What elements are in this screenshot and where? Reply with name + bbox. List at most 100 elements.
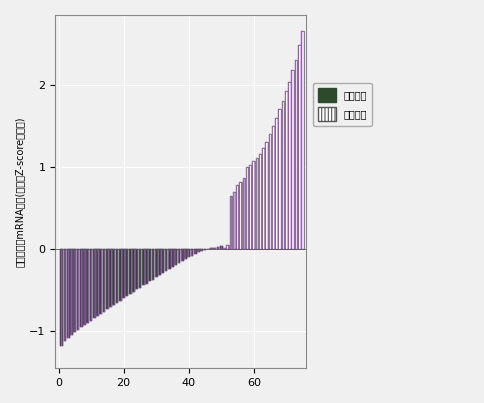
Bar [287,82,290,249]
Bar [73,249,76,332]
Bar [125,249,128,296]
Bar [174,249,177,265]
Bar [219,246,222,249]
Bar [236,185,239,249]
Bar [242,179,245,249]
Bar [119,249,121,301]
Bar [210,248,212,249]
Bar [194,249,196,254]
Bar [63,249,66,341]
Bar [70,249,73,334]
Bar [141,249,144,285]
Bar [297,46,300,249]
Bar [60,249,63,346]
Bar [96,249,99,316]
Bar [245,167,248,249]
Bar [216,247,219,249]
Bar [135,249,138,289]
Bar [83,249,86,325]
Bar [190,249,193,256]
Bar [86,249,89,323]
Bar [119,249,121,301]
Bar [132,249,135,292]
Bar [297,46,300,249]
Bar [70,249,73,334]
Bar [278,110,281,249]
Bar [151,249,154,280]
Bar [223,248,226,249]
Bar [106,249,108,309]
Bar [274,118,277,249]
Bar [138,249,141,288]
Bar [255,158,258,249]
Bar [181,249,183,261]
Bar [291,70,294,249]
Bar [229,196,232,249]
Bar [167,249,170,269]
Bar [268,134,271,249]
Bar [60,249,63,346]
Bar [83,249,86,325]
Bar [122,249,125,299]
Bar [148,249,151,281]
Bar [109,249,112,307]
Bar [145,249,148,284]
Bar [96,249,99,316]
Bar [197,249,199,252]
Bar [161,249,164,273]
Bar [210,248,212,249]
Bar [174,249,177,265]
Bar [226,245,228,249]
Bar [258,154,261,249]
Bar [158,249,161,275]
Bar [148,249,151,281]
Bar [200,249,203,251]
Bar [249,164,251,249]
Bar [103,249,105,312]
Bar [103,249,105,312]
Bar [294,60,297,249]
Bar [112,249,115,305]
Bar [272,126,274,249]
Bar [285,91,287,249]
Bar [229,196,232,249]
Bar [112,249,115,305]
Bar [301,31,303,249]
Bar [197,249,199,252]
Bar [154,249,157,277]
Bar [122,249,125,299]
Bar [67,249,70,338]
Bar [99,249,102,314]
Bar [184,249,186,259]
Bar [239,182,242,249]
Bar [145,249,148,284]
Bar [291,70,294,249]
Bar [226,245,228,249]
Bar [223,248,226,249]
Bar [76,249,79,330]
Bar [194,249,196,254]
Bar [93,249,95,318]
Bar [116,249,118,303]
Bar [255,158,258,249]
Bar [285,91,287,249]
Bar [184,249,186,259]
Bar [213,247,216,249]
Bar [181,249,183,261]
Bar [125,249,128,296]
Bar [135,249,138,289]
Bar [167,249,170,269]
Bar [86,249,89,323]
Bar [278,110,281,249]
Bar [281,101,284,249]
Bar [99,249,102,314]
Bar [171,249,173,267]
Bar [106,249,108,309]
Bar [219,246,222,249]
Bar [116,249,118,303]
Bar [252,161,255,249]
Bar [274,118,277,249]
Bar [216,247,219,249]
Bar [203,249,206,250]
Bar [249,164,251,249]
